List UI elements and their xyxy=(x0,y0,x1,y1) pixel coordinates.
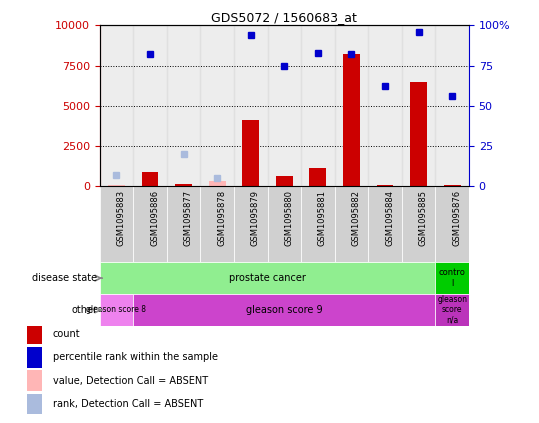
Bar xyxy=(26,371,43,391)
Bar xyxy=(133,294,436,326)
Bar xyxy=(301,25,335,186)
Bar xyxy=(276,176,293,186)
Bar xyxy=(100,186,133,262)
Bar xyxy=(436,262,469,294)
Bar xyxy=(301,186,335,262)
Text: GSM1095876: GSM1095876 xyxy=(452,190,461,246)
Bar xyxy=(133,25,167,186)
Text: percentile rank within the sample: percentile rank within the sample xyxy=(53,352,218,363)
Bar xyxy=(26,324,43,344)
Bar xyxy=(309,168,326,186)
Bar xyxy=(436,25,469,186)
Text: contro
l: contro l xyxy=(439,269,466,288)
Text: prostate cancer: prostate cancer xyxy=(229,273,306,283)
Bar xyxy=(100,25,133,186)
Bar xyxy=(133,186,167,262)
Bar xyxy=(26,394,43,414)
Bar xyxy=(368,186,402,262)
Text: gleason score 9: gleason score 9 xyxy=(246,305,323,315)
Bar xyxy=(267,25,301,186)
Bar xyxy=(234,186,267,262)
Bar xyxy=(436,186,469,262)
Text: count: count xyxy=(53,329,80,339)
Bar xyxy=(436,294,469,326)
Bar xyxy=(175,184,192,186)
Bar xyxy=(402,186,436,262)
Text: gleason score 8: gleason score 8 xyxy=(86,305,147,314)
Text: rank, Detection Call = ABSENT: rank, Detection Call = ABSENT xyxy=(53,399,203,409)
Text: GSM1095879: GSM1095879 xyxy=(251,190,260,246)
Bar xyxy=(201,186,234,262)
Text: GSM1095886: GSM1095886 xyxy=(150,190,159,246)
Bar xyxy=(201,25,234,186)
Bar xyxy=(377,185,393,186)
Text: GSM1095881: GSM1095881 xyxy=(318,190,327,246)
Bar xyxy=(142,172,158,186)
Text: GSM1095884: GSM1095884 xyxy=(385,190,394,246)
Text: GSM1095880: GSM1095880 xyxy=(285,190,293,246)
Text: GSM1095885: GSM1095885 xyxy=(419,190,427,246)
Text: GSM1095882: GSM1095882 xyxy=(351,190,361,246)
Bar xyxy=(335,186,368,262)
Bar xyxy=(368,25,402,186)
Bar xyxy=(444,185,460,186)
Text: value, Detection Call = ABSENT: value, Detection Call = ABSENT xyxy=(53,376,208,386)
Bar xyxy=(335,25,368,186)
Bar xyxy=(100,294,133,326)
Text: disease state: disease state xyxy=(32,273,97,283)
Text: gleason
score
n/a: gleason score n/a xyxy=(437,295,467,325)
Bar xyxy=(167,186,201,262)
Text: GSM1095883: GSM1095883 xyxy=(116,190,126,246)
Bar xyxy=(343,54,360,186)
Bar xyxy=(209,184,226,186)
Text: GSM1095877: GSM1095877 xyxy=(184,190,192,246)
Text: other: other xyxy=(71,305,97,315)
Bar xyxy=(209,181,226,186)
Title: GDS5072 / 1560683_at: GDS5072 / 1560683_at xyxy=(211,11,357,24)
Bar xyxy=(108,185,125,186)
Bar xyxy=(402,25,436,186)
Bar xyxy=(243,120,259,186)
Bar xyxy=(167,25,201,186)
Bar xyxy=(234,25,267,186)
Text: GSM1095878: GSM1095878 xyxy=(217,190,226,246)
Bar xyxy=(267,186,301,262)
Bar xyxy=(410,82,427,186)
Bar xyxy=(26,347,43,368)
Bar xyxy=(108,184,125,186)
